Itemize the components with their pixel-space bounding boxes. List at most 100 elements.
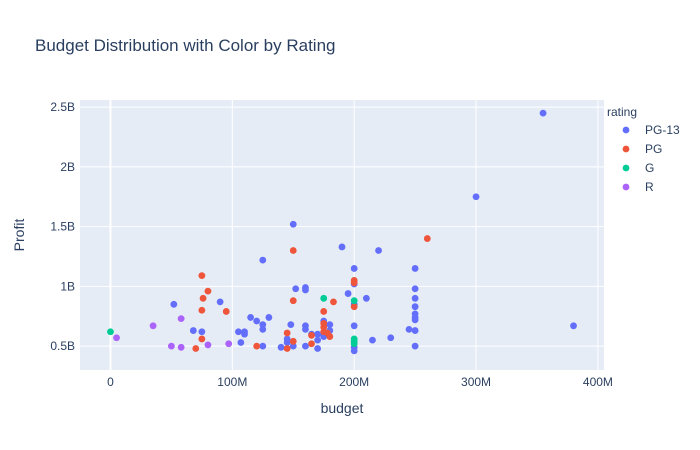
data-point-pg-13[interactable] bbox=[302, 286, 309, 294]
data-point-pg-13[interactable] bbox=[259, 321, 267, 329]
data-point-pg[interactable] bbox=[308, 331, 315, 339]
data-point-pg[interactable] bbox=[222, 308, 230, 315]
data-point-pg[interactable] bbox=[289, 297, 297, 305]
data-point-pg-13[interactable] bbox=[411, 285, 419, 293]
data-point-pg[interactable] bbox=[320, 323, 328, 331]
legend-label: G bbox=[645, 161, 654, 175]
data-point-pg[interactable] bbox=[330, 298, 337, 306]
data-point-pg-13[interactable] bbox=[247, 314, 255, 321]
data-point-pg-13[interactable] bbox=[369, 336, 376, 344]
data-point-pg[interactable] bbox=[198, 335, 206, 343]
legend-item-pg-13[interactable]: PG-13 bbox=[622, 123, 680, 137]
data-point-pg-13[interactable] bbox=[198, 328, 206, 336]
data-point-pg-13[interactable] bbox=[411, 316, 419, 324]
data-point-pg[interactable] bbox=[199, 294, 207, 302]
data-point-pg-13[interactable] bbox=[189, 327, 197, 334]
data-point-pg-13[interactable] bbox=[302, 342, 309, 350]
data-point-pg-13[interactable] bbox=[235, 328, 242, 336]
data-point-r[interactable] bbox=[177, 315, 185, 323]
x-axis-title: budget bbox=[321, 400, 364, 416]
data-point-pg-13[interactable] bbox=[375, 247, 382, 254]
data-point-pg-13[interactable] bbox=[350, 265, 358, 272]
data-point-pg[interactable] bbox=[253, 342, 261, 350]
data-point-pg-13[interactable] bbox=[237, 339, 245, 346]
data-point-pg-13[interactable] bbox=[265, 314, 273, 321]
data-point-pg-13[interactable] bbox=[314, 330, 322, 338]
data-point-pg-13[interactable] bbox=[283, 339, 291, 346]
data-point-pg-13[interactable] bbox=[350, 347, 358, 355]
data-point-pg-13[interactable] bbox=[539, 109, 547, 117]
series-r bbox=[113, 315, 233, 351]
data-point-pg-13[interactable] bbox=[259, 325, 267, 333]
data-point-pg-13[interactable] bbox=[241, 330, 248, 338]
plot-area bbox=[80, 100, 604, 370]
data-point-pg[interactable] bbox=[289, 247, 297, 254]
data-point-pg-13[interactable] bbox=[350, 322, 358, 330]
data-point-pg-13[interactable] bbox=[287, 321, 295, 329]
legend-marker bbox=[622, 126, 630, 134]
data-point-r[interactable] bbox=[177, 343, 185, 351]
y-tick-label: 1B bbox=[60, 279, 75, 293]
data-point-pg-13[interactable] bbox=[170, 300, 178, 308]
data-point-pg-13[interactable] bbox=[411, 294, 419, 302]
data-point-pg-13[interactable] bbox=[570, 322, 577, 330]
data-point-pg[interactable] bbox=[350, 303, 358, 311]
legend-marker bbox=[622, 164, 630, 172]
data-point-r[interactable] bbox=[149, 322, 157, 330]
legend-item-pg[interactable]: PG bbox=[622, 142, 663, 156]
legend-items[interactable]: PG-13 PG GR bbox=[622, 123, 680, 194]
data-point-pg[interactable] bbox=[289, 337, 297, 345]
data-point-pg-13[interactable] bbox=[259, 342, 267, 350]
data-point-g[interactable] bbox=[350, 340, 358, 348]
legend-item-r[interactable]: R bbox=[622, 180, 654, 194]
data-point-r[interactable] bbox=[204, 341, 212, 349]
data-point-pg-13[interactable] bbox=[289, 342, 297, 350]
data-point-pg-13[interactable] bbox=[253, 317, 261, 325]
data-point-g[interactable] bbox=[350, 297, 358, 305]
data-point-r[interactable] bbox=[225, 340, 233, 348]
data-point-pg[interactable] bbox=[350, 279, 358, 287]
data-point-pg-13[interactable] bbox=[387, 334, 395, 342]
legend-marker bbox=[622, 183, 630, 191]
data-point-pg[interactable] bbox=[192, 345, 200, 352]
data-point-g[interactable] bbox=[320, 294, 328, 302]
data-point-pg[interactable] bbox=[423, 235, 431, 242]
data-point-pg-13[interactable] bbox=[259, 256, 267, 264]
x-tick-label: 300M bbox=[461, 375, 491, 389]
data-point-pg-13[interactable] bbox=[411, 327, 419, 334]
data-point-pg[interactable] bbox=[320, 308, 328, 315]
data-point-pg-13[interactable] bbox=[411, 303, 419, 311]
data-point-pg-13[interactable] bbox=[314, 345, 322, 352]
y-tick-label: 2.5B bbox=[50, 100, 75, 114]
data-point-pg-13[interactable] bbox=[302, 325, 309, 333]
legend[interactable]: rating PG-13 PG GR bbox=[607, 105, 680, 194]
data-point-pg-13[interactable] bbox=[314, 336, 322, 344]
data-point-pg-13[interactable] bbox=[411, 265, 419, 272]
data-point-pg-13[interactable] bbox=[216, 298, 224, 306]
data-point-r[interactable] bbox=[167, 342, 175, 350]
data-point-pg[interactable] bbox=[308, 340, 315, 348]
data-point-pg-13[interactable] bbox=[277, 343, 285, 351]
data-point-pg-13[interactable] bbox=[344, 290, 352, 297]
data-point-pg-13[interactable] bbox=[326, 321, 334, 329]
data-point-pg[interactable] bbox=[283, 329, 291, 337]
data-point-pg[interactable] bbox=[283, 345, 291, 352]
legend-item-g[interactable]: G bbox=[622, 161, 655, 175]
data-point-pg-13[interactable] bbox=[472, 193, 480, 201]
data-point-pg-13[interactable] bbox=[362, 294, 370, 302]
data-point-pg-13[interactable] bbox=[292, 285, 300, 293]
x-tick-label: 200M bbox=[339, 375, 369, 389]
data-point-pg-13[interactable] bbox=[405, 325, 413, 333]
grid-lines bbox=[80, 100, 604, 370]
data-point-g[interactable] bbox=[107, 328, 114, 336]
data-point-pg-13[interactable] bbox=[411, 342, 419, 350]
data-point-pg[interactable] bbox=[198, 272, 206, 280]
data-point-pg[interactable] bbox=[198, 306, 206, 314]
data-points bbox=[107, 109, 577, 355]
data-point-r[interactable] bbox=[113, 334, 120, 342]
data-point-pg-13[interactable] bbox=[289, 220, 297, 228]
data-point-pg-13[interactable] bbox=[338, 243, 346, 251]
legend-label: PG bbox=[645, 142, 662, 156]
data-point-pg[interactable] bbox=[204, 287, 212, 295]
data-point-pg[interactable] bbox=[326, 333, 334, 340]
